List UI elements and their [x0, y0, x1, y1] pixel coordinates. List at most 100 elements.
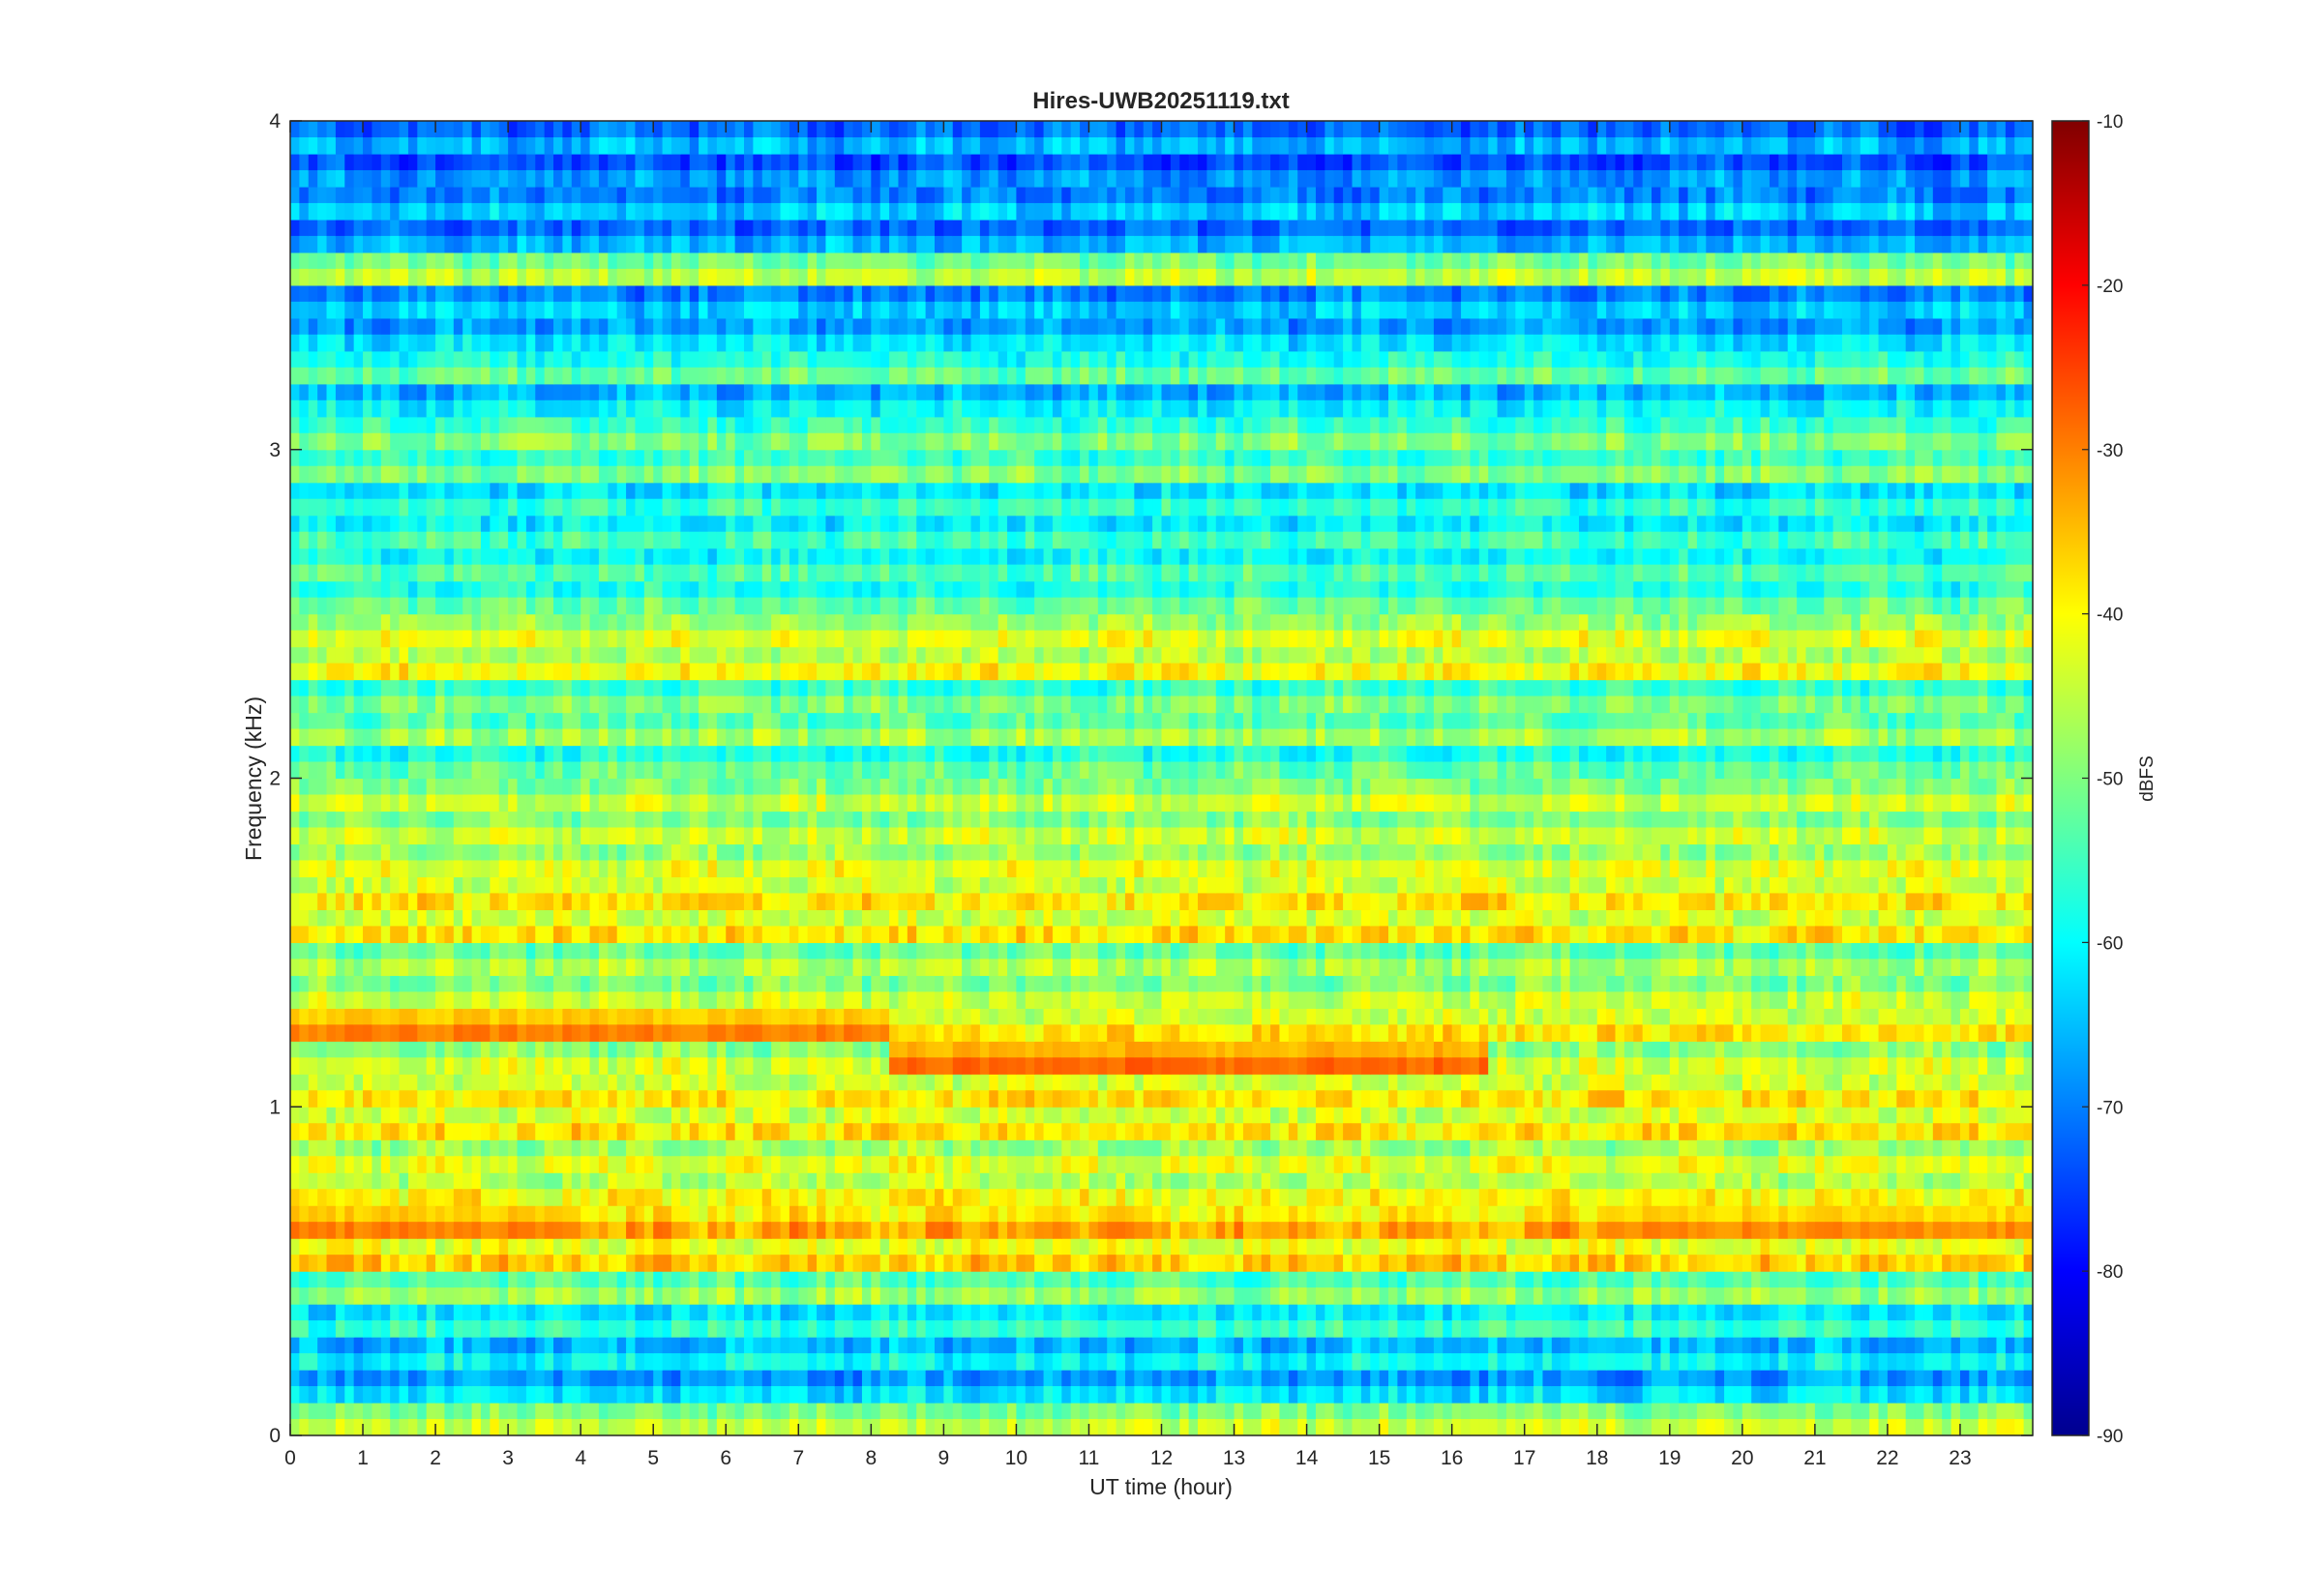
heatmap-cell	[726, 1222, 736, 1239]
heatmap-cell	[979, 1189, 990, 1206]
heatmap-cell	[562, 1255, 573, 1272]
heatmap-cell	[1824, 1337, 1834, 1354]
heatmap-cell	[363, 1008, 373, 1025]
heatmap-cell	[1623, 1320, 1634, 1338]
heatmap-cell	[1443, 1189, 1453, 1206]
heatmap-cell	[1288, 1337, 1298, 1354]
heatmap-cell	[353, 1337, 364, 1354]
heatmap-cell	[407, 1057, 418, 1075]
heatmap-cell	[335, 1271, 345, 1288]
heatmap-cell	[1515, 1172, 1526, 1190]
heatmap-cell	[1797, 1353, 1807, 1371]
heatmap-cell	[1797, 1074, 1807, 1091]
heatmap-cell	[780, 1205, 790, 1223]
heatmap-cell	[662, 1337, 672, 1354]
heatmap-cell	[380, 1337, 391, 1354]
heatmap-cell	[435, 1139, 446, 1157]
heatmap-cell	[861, 1156, 872, 1173]
heatmap-cell	[1025, 1008, 1035, 1025]
heatmap-cell	[435, 1057, 446, 1075]
heatmap-cell	[898, 1008, 908, 1025]
heatmap-cell	[1161, 1419, 1172, 1436]
heatmap-cell	[589, 1090, 600, 1108]
heatmap-cell	[417, 1189, 428, 1206]
heatmap-cell	[390, 1008, 401, 1025]
heatmap-cell	[508, 1287, 519, 1305]
heatmap-cell	[1787, 1271, 1798, 1288]
heatmap-cell	[462, 1205, 473, 1223]
heatmap-cell	[962, 1123, 972, 1140]
heatmap-cell	[1161, 1304, 1172, 1321]
heatmap-cell	[889, 1189, 900, 1206]
heatmap-cell	[1451, 1337, 1462, 1354]
heatmap-cell	[916, 1222, 927, 1239]
heatmap-cell	[1905, 1271, 1916, 1288]
heatmap-cell	[817, 1074, 827, 1091]
heatmap-cell	[1306, 1222, 1317, 1239]
heatmap-cell	[363, 1041, 373, 1058]
heatmap-cell	[571, 1271, 581, 1288]
heatmap-cell	[1652, 1008, 1662, 1025]
heatmap-cell	[997, 1337, 1008, 1354]
heatmap-cell	[299, 1353, 310, 1371]
heatmap-cell	[1034, 1255, 1045, 1272]
heatmap-cell	[1397, 1172, 1408, 1190]
heatmap-cell	[562, 1337, 573, 1354]
heatmap-cell	[1669, 1074, 1680, 1091]
heatmap-cell	[363, 1403, 373, 1420]
heatmap-cell	[1542, 1370, 1553, 1387]
heatmap-cell	[798, 1419, 809, 1436]
heatmap-cell	[1724, 1271, 1735, 1288]
heatmap-cell	[1679, 1107, 1689, 1124]
heatmap-cell	[1379, 1156, 1389, 1173]
heatmap-cell	[1360, 1403, 1371, 1420]
heatmap-cell	[490, 1123, 500, 1140]
heatmap-cell	[1052, 1271, 1062, 1288]
heatmap-cell	[508, 1353, 519, 1371]
heatmap-cell	[1461, 1139, 1472, 1157]
heatmap-cell	[535, 1370, 546, 1387]
heatmap-cell	[861, 1172, 872, 1190]
heatmap-cell	[426, 1123, 436, 1140]
heatmap-cell	[1279, 1320, 1290, 1338]
heatmap-cell	[1633, 1419, 1644, 1436]
heatmap-cell	[1415, 1074, 1426, 1091]
heatmap-cell	[1215, 1172, 1226, 1190]
heatmap-cell	[1942, 1337, 1952, 1354]
heatmap-cell	[643, 1304, 654, 1321]
heatmap-cell	[1088, 1041, 1099, 1058]
heatmap-cell	[1016, 1123, 1027, 1140]
heatmap-cell	[925, 1041, 936, 1058]
heatmap-cell	[335, 1222, 345, 1239]
heatmap-cell	[1642, 1057, 1652, 1075]
heatmap-cell	[1488, 1156, 1499, 1173]
heatmap-cell	[390, 1419, 401, 1436]
heatmap-cell	[1198, 1304, 1207, 1321]
heatmap-cell	[1397, 1008, 1408, 1025]
heatmap-cell	[753, 1320, 763, 1338]
heatmap-cell	[535, 1386, 546, 1404]
heatmap-cell	[635, 1419, 645, 1436]
heatmap-cell	[326, 1370, 337, 1387]
heatmap-cell	[535, 1139, 546, 1157]
heatmap-cell	[1669, 1353, 1680, 1371]
heatmap-cell	[1724, 1024, 1735, 1042]
heatmap-cell	[335, 1386, 345, 1404]
heatmap-cell	[1261, 1156, 1271, 1173]
heatmap-cell	[1842, 1172, 1852, 1190]
heatmap-cell	[861, 1123, 872, 1140]
heatmap-cell	[879, 1090, 890, 1108]
heatmap-cell	[1959, 1370, 1970, 1387]
heatmap-cell	[707, 1403, 718, 1420]
heatmap-cell	[1832, 1238, 1843, 1256]
heatmap-cell	[1107, 1222, 1117, 1239]
heatmap-cell	[780, 1008, 790, 1025]
heatmap-cell	[335, 1304, 345, 1321]
heatmap-cell	[1016, 1386, 1027, 1404]
heatmap-cell	[989, 1238, 999, 1256]
heatmap-cell	[1451, 1156, 1462, 1173]
heatmap-cell	[1379, 1238, 1389, 1256]
heatmap-cell	[598, 1041, 609, 1058]
heatmap-cell	[444, 1222, 455, 1239]
heatmap-cell	[952, 1123, 963, 1140]
